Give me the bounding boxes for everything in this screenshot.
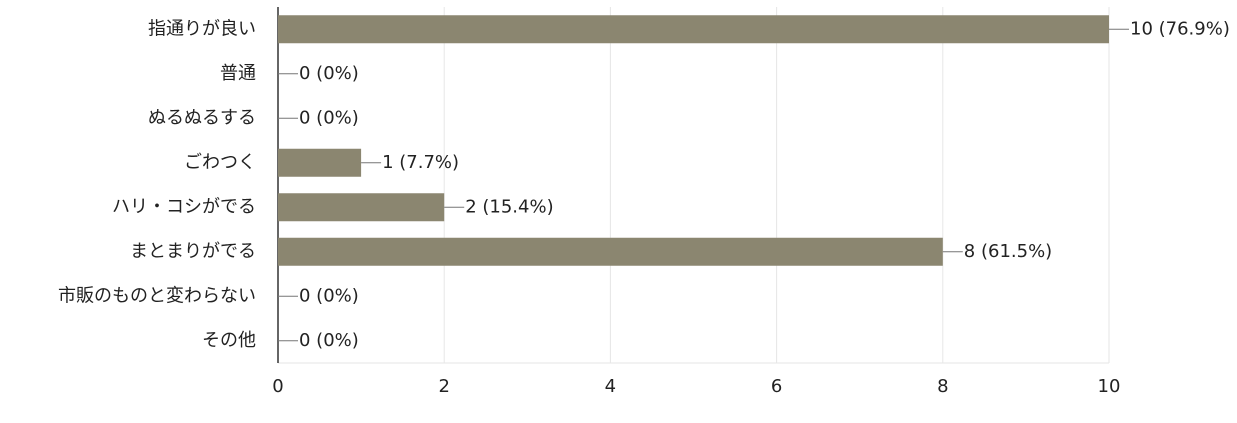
value-label: 2 (15.4%): [465, 196, 553, 217]
bar: [278, 193, 445, 222]
x-tick-label: 2: [438, 376, 449, 397]
y-tick-label: 普通: [220, 63, 256, 84]
y-tick-label: 市販のものと変わらない: [58, 285, 256, 306]
value-label: 0 (0%): [299, 330, 359, 351]
y-tick-label: ごわつく: [184, 152, 256, 173]
value-label: 0 (0%): [299, 63, 359, 84]
value-label: 1 (7.7%): [382, 152, 459, 173]
y-tick-label: 指通りが良い: [148, 18, 256, 39]
y-tick-label: まとまりがでる: [130, 241, 256, 262]
x-tick-label: 10: [1098, 376, 1121, 397]
x-tick-label: 0: [272, 376, 283, 397]
y-tick-label: ハリ・コシがでる: [112, 196, 256, 217]
y-tick-label: その他: [202, 330, 256, 351]
x-tick-label: 6: [771, 376, 782, 397]
value-label: 0 (0%): [299, 107, 359, 128]
bar: [278, 148, 362, 177]
y-tick-label: ぬるぬるする: [148, 107, 256, 128]
value-label: 0 (0%): [299, 285, 359, 306]
value-label: 10 (76.9%): [1130, 18, 1230, 39]
x-tick-label: 4: [605, 376, 616, 397]
bar: [278, 15, 1109, 44]
value-label: 8 (61.5%): [964, 241, 1052, 262]
bar: [278, 237, 943, 266]
x-tick-label: 8: [937, 376, 948, 397]
